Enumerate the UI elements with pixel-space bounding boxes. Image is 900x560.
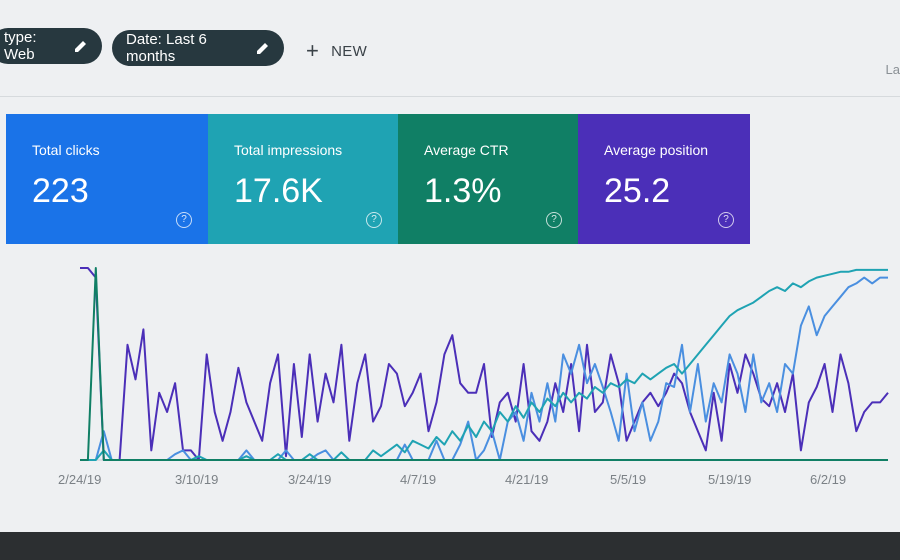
x-tick-label: 6/2/19 bbox=[810, 472, 847, 487]
x-tick-label: 2/24/19 bbox=[58, 472, 102, 487]
metric-value: 17.6K bbox=[234, 172, 323, 210]
help-circle-icon[interactable]: ? bbox=[718, 212, 734, 228]
filter-chip-date[interactable]: Date: Last 6 months bbox=[112, 30, 284, 66]
metric-label: Average position bbox=[604, 142, 709, 158]
metric-label: Total clicks bbox=[32, 142, 100, 158]
last-updated-label: La bbox=[885, 62, 900, 77]
x-tick-label: 3/10/19 bbox=[175, 472, 219, 487]
metric-card-total-clicks[interactable]: Total clicks 223 ? bbox=[6, 114, 208, 244]
x-tick-label: 3/24/19 bbox=[288, 472, 332, 487]
metric-card-total-impressions[interactable]: Total impressions 17.6K ? bbox=[208, 114, 398, 244]
screen-bottom-bezel bbox=[0, 532, 900, 560]
metric-value: 223 bbox=[32, 172, 89, 210]
x-tick-label: 5/19/19 bbox=[708, 472, 752, 487]
new-filter-button[interactable]: + NEW bbox=[306, 40, 367, 62]
metric-value: 1.3% bbox=[424, 172, 502, 210]
filter-chip-type-label: type: Web bbox=[4, 29, 37, 63]
metric-card-average-ctr[interactable]: Average CTR 1.3% ? bbox=[398, 114, 578, 244]
filter-chip-type[interactable]: type: Web bbox=[0, 28, 102, 64]
metric-value: 25.2 bbox=[604, 172, 671, 210]
series-line-0 bbox=[80, 267, 889, 461]
filter-chip-date-label: Date: Last 6 months bbox=[126, 31, 207, 65]
x-tick-label: 5/5/19 bbox=[610, 472, 647, 487]
x-tick-label: 4/7/19 bbox=[400, 472, 437, 487]
series-line-3 bbox=[80, 267, 888, 461]
performance-chart bbox=[0, 250, 900, 490]
pencil-icon[interactable] bbox=[256, 41, 270, 55]
metric-label: Average CTR bbox=[424, 142, 509, 158]
new-filter-label: NEW bbox=[331, 42, 368, 60]
metric-card-average-position[interactable]: Average position 25.2 ? bbox=[578, 114, 750, 244]
performance-chart-svg bbox=[80, 267, 889, 461]
header-divider bbox=[0, 96, 900, 97]
help-circle-icon[interactable]: ? bbox=[546, 212, 562, 228]
help-circle-icon[interactable]: ? bbox=[176, 212, 192, 228]
x-tick-label: 4/21/19 bbox=[505, 472, 549, 487]
plus-icon: + bbox=[306, 38, 320, 63]
metric-label: Total impressions bbox=[234, 142, 343, 158]
pencil-icon[interactable] bbox=[74, 39, 88, 53]
help-circle-icon[interactable]: ? bbox=[366, 212, 382, 228]
